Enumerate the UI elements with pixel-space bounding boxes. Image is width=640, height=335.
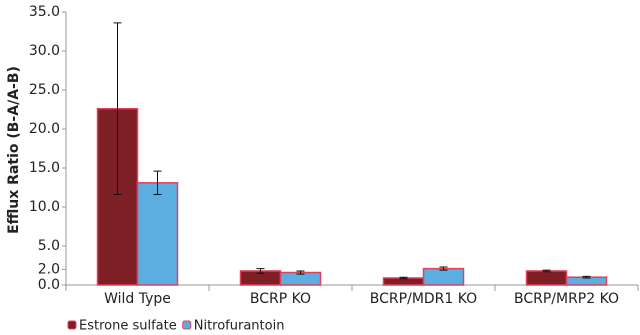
bar (525, 270, 568, 286)
x-tick-label: BCRP/MDR1 KO (370, 291, 477, 307)
error-bar (399, 276, 408, 280)
x-tick-label: BCRP KO (250, 291, 311, 307)
error-bar (582, 275, 591, 279)
bar (422, 267, 465, 286)
legend-label: Estrone sulfate (79, 319, 177, 334)
y-axis-label: Efflux Ratio (B-A/A-B) (6, 66, 22, 234)
y-tick-label: 25.0 (29, 82, 60, 98)
error-bar (439, 266, 448, 271)
y-tick-label: 15.0 (29, 160, 60, 176)
bar (96, 107, 139, 286)
x-tick-label: BCRP/MRP2 KO (514, 291, 619, 307)
error-bar (256, 268, 265, 274)
y-tick-label: 2.0 (38, 261, 60, 277)
y-tick-label: 30.0 (29, 43, 60, 59)
y-tick-label: 20.0 (29, 121, 60, 137)
error-bar (296, 270, 305, 275)
error-bar (113, 22, 122, 196)
error-bar (153, 170, 162, 196)
legend-label: Nitrofurantoin (194, 319, 285, 334)
y-tick-label: 0.0 (38, 277, 60, 293)
bar (136, 182, 179, 286)
y-tick-label: 5.0 (38, 238, 60, 254)
legend-swatch (182, 320, 192, 330)
y-tick-label: 10.0 (29, 199, 60, 215)
y-tick-label: 35.0 (29, 4, 60, 20)
x-tick-label: Wild Type (104, 291, 171, 307)
error-bar (542, 269, 551, 273)
legend-swatch (67, 320, 77, 330)
